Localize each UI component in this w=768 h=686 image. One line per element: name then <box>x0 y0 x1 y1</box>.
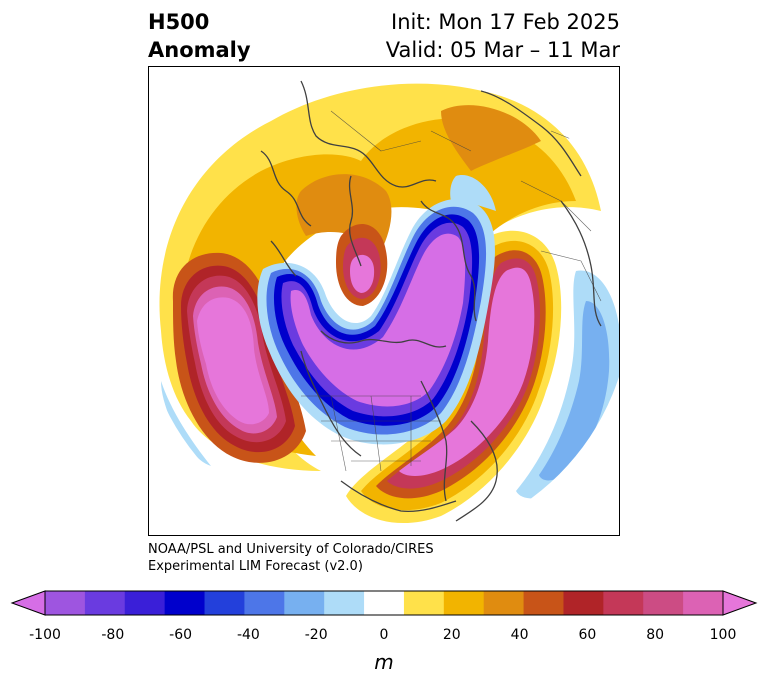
colorbar <box>10 590 758 616</box>
colorbar-cell <box>523 591 564 615</box>
colorbar-cell <box>483 591 525 615</box>
colorbar-unit: m <box>374 650 394 674</box>
colorbar-tick-label: 20 <box>442 627 461 643</box>
colorbar-cell <box>563 591 604 615</box>
colorbar-outline <box>44 590 724 616</box>
colorbar-tick-label: 80 <box>646 627 665 643</box>
init-date: Init: Mon 17 Feb 2025 <box>391 10 620 34</box>
colorbar-tick-label: -20 <box>304 627 328 643</box>
positive-anomaly-pacific <box>172 252 306 463</box>
title-line-1: H500 <box>148 10 210 34</box>
colorbar-tick-label: -60 <box>169 627 193 643</box>
valid-range: Valid: 05 Mar – 11 Mar <box>385 38 620 62</box>
colorbar-tick-label: -100 <box>29 627 61 643</box>
colorbar-cell <box>284 591 325 615</box>
forecast-dates: Init: Mon 17 Feb 2025 Valid: 05 Mar – 11… <box>386 8 620 64</box>
positive-anomaly-canada <box>336 224 388 306</box>
negative-anomaly-trough <box>257 199 495 445</box>
colorbar-extend-low <box>10 590 46 616</box>
credit-line-2: Experimental LIM Forecast (v2.0) <box>148 559 363 574</box>
credit-text: NOAA/PSL and University of Colorado/CIRE… <box>148 541 434 575</box>
map-title: H500 Anomaly <box>148 8 251 64</box>
colorbar-tick-label: 40 <box>510 627 529 643</box>
colorbar-extend-high <box>722 590 758 616</box>
colorbar-cell <box>164 591 206 615</box>
political-borders <box>301 110 602 472</box>
colorbar-cell <box>244 591 285 615</box>
colorbar-tick-label: 0 <box>379 627 389 643</box>
positive-anomaly-atlantic <box>346 230 562 524</box>
colorbar-cell <box>124 591 166 615</box>
title-line-2: Anomaly <box>148 38 251 62</box>
anomaly-map-svg <box>149 67 619 535</box>
colorbar-cell <box>643 591 684 615</box>
colorbar-cell <box>443 591 485 615</box>
colorbar-cell <box>364 591 405 615</box>
colorbar-tick-label: -80 <box>101 627 125 643</box>
colorbar-tick-label: 100 <box>709 627 737 643</box>
credit-line-1: NOAA/PSL and University of Colorado/CIRE… <box>148 542 434 557</box>
colorbar-tick-label: -40 <box>236 627 260 643</box>
colorbar-cell <box>204 591 245 615</box>
colorbar-cell <box>403 591 445 615</box>
colorbar-cell <box>324 591 365 615</box>
colorbar-cell <box>683 591 724 615</box>
anomaly-map <box>148 66 620 536</box>
colorbar-cell <box>603 591 644 615</box>
colorbar-cell <box>84 591 126 615</box>
colorbar-cell <box>45 591 86 615</box>
colorbar-tick-label: 60 <box>578 627 597 643</box>
